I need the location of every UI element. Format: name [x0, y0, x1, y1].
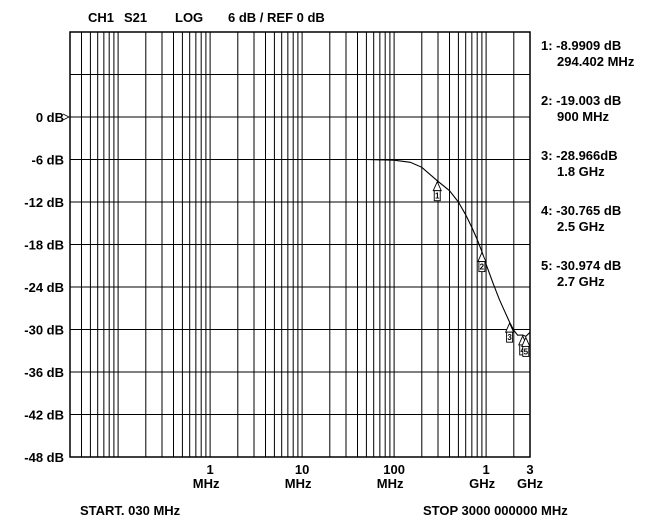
- marker-box: [478, 261, 486, 273]
- marker-2-freq: 900 MHz: [557, 109, 610, 124]
- marker-number: 1: [435, 192, 440, 201]
- x-tick-unit: MHz: [193, 476, 220, 491]
- marker-triangle: [477, 251, 487, 263]
- marker-4-value: 4: -30.765 dB: [541, 203, 621, 218]
- parameter-label: S21: [124, 10, 147, 25]
- x-tick-unit: GHz: [517, 476, 544, 491]
- marker-3: 3: [504, 322, 515, 343]
- y-tick-label: -42 dB: [24, 408, 64, 423]
- x-tick-number: 3: [526, 462, 533, 477]
- marker-box: [522, 345, 530, 357]
- marker-3-freq: 1.8 GHz: [557, 164, 605, 179]
- marker-1-freq: 294.402 MHz: [557, 54, 635, 69]
- x-tick-unit: MHz: [285, 476, 312, 491]
- marker-5-value: 5: -30.974 dB: [541, 258, 621, 273]
- y-tick-label: 0 dB: [36, 110, 64, 125]
- marker-1-value: 1: -8.9909 dB: [541, 38, 621, 53]
- marker-5-freq: 2.7 GHz: [557, 274, 605, 289]
- x-tick-unit: GHz: [469, 476, 496, 491]
- scale-label: 6 dB / REF 0 dB: [228, 10, 325, 25]
- y-tick-label: -24 dB: [24, 280, 64, 295]
- y-tick-label: -48 dB: [24, 450, 64, 465]
- y-tick-label: -30 dB: [24, 323, 64, 338]
- marker-number: 2: [480, 263, 485, 272]
- x-tick-number: 100: [383, 462, 405, 477]
- x-tick-number: 10: [295, 462, 309, 477]
- marker-2: 2: [477, 251, 487, 273]
- s21-trace: [70, 158, 531, 338]
- x-tick-number: 1: [206, 462, 213, 477]
- y-tick-label: -12 dB: [24, 195, 64, 210]
- stop-frequency-label: STOP 3000 000000 MHz: [423, 503, 568, 518]
- marker-2-value: 2: -19.003 dB: [541, 93, 621, 108]
- marker-3-value: 3: -28.966dB: [541, 148, 618, 163]
- marker-4-freq: 2.5 GHz: [557, 219, 605, 234]
- marker-1: 1: [432, 180, 442, 202]
- marker-5: 5: [521, 336, 531, 357]
- trace-layer: [70, 158, 531, 338]
- plot-frame: [69, 31, 531, 458]
- grid: [70, 31, 530, 458]
- marker-layer: 12345: [432, 180, 531, 357]
- channel-label: CH1: [88, 10, 114, 25]
- marker-box: [433, 190, 441, 202]
- marker-readouts: 1: -8.9909 dB 294.402 MHz 2: -19.003 dB …: [541, 38, 635, 289]
- marker-box: [506, 331, 514, 343]
- y-tick-label: -6 dB: [32, 153, 65, 168]
- reference-pointer: [62, 113, 70, 121]
- y-tick-label: -18 dB: [24, 238, 64, 253]
- start-frequency-label: START. 030 MHz: [80, 503, 181, 518]
- y-axis-tick-labels: 0 dB -6 dB -12 dB -18 dB -24 dB -30 dB -36 dB -…: [24, 110, 70, 465]
- x-tick-number: 1: [482, 462, 489, 477]
- format-label: LOG: [175, 10, 203, 25]
- y-tick-label: -36 dB: [24, 365, 64, 380]
- marker-number: 5: [524, 347, 529, 356]
- marker-number: 3: [507, 333, 512, 342]
- x-tick-unit: MHz: [377, 476, 404, 491]
